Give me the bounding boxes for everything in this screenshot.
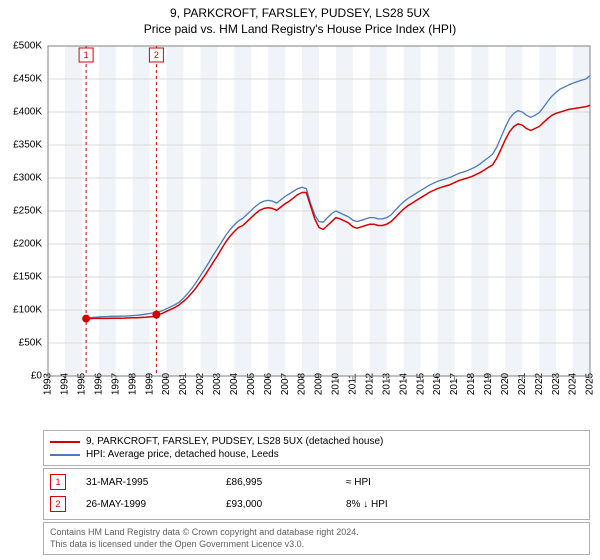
- line-chart: £0 £50K £100K £150K £200K £250K £300K £350K £400…: [0, 36, 600, 426]
- svg-text:£400K: £400K: [13, 107, 42, 118]
- svg-text:£450K: £450K: [13, 74, 42, 85]
- chart-area: £0 £50K £100K £150K £200K £250K £300K £350K £400…: [0, 36, 600, 426]
- sale-price: £86,995: [226, 477, 346, 488]
- sale-row: 1 31-MAR-1995£86,995≈ HPI: [50, 471, 583, 493]
- svg-text:£200K: £200K: [13, 239, 42, 250]
- title-line-2: Price paid vs. HM Land Registry's House …: [0, 22, 600, 36]
- footer-line-2: This data is licensed under the Open Gov…: [50, 539, 583, 551]
- sale-row: 2 26-MAY-1999£93,0008% ↓ HPI: [50, 493, 583, 515]
- svg-text:1: 1: [84, 50, 89, 60]
- sale-price: £93,000: [226, 499, 346, 510]
- legend-box: 9, PARKCROFT, FARSLEY, PUDSEY, LS28 5UX …: [43, 430, 590, 466]
- legend-item: 9, PARKCROFT, FARSLEY, PUDSEY, LS28 5UX …: [50, 435, 583, 448]
- legend-swatch: [50, 454, 80, 456]
- svg-text:£50K: £50K: [19, 338, 43, 349]
- sale-date: 26-MAY-1999: [86, 499, 226, 510]
- svg-text:£500K: £500K: [13, 41, 42, 52]
- sale-marker-icon: 2: [50, 496, 66, 512]
- footer-line-1: Contains HM Land Registry data © Crown c…: [50, 527, 583, 539]
- legend-label: HPI: Average price, detached house, Leed…: [86, 449, 279, 460]
- sale-marker-icon: 1: [50, 474, 66, 490]
- legend-label: 9, PARKCROFT, FARSLEY, PUDSEY, LS28 5UX …: [86, 436, 383, 447]
- svg-text:£250K: £250K: [13, 206, 42, 217]
- svg-text:£0: £0: [31, 371, 43, 382]
- chart-titles: 9, PARKCROFT, FARSLEY, PUDSEY, LS28 5UX …: [0, 0, 600, 36]
- title-line-1: 9, PARKCROFT, FARSLEY, PUDSEY, LS28 5UX: [0, 6, 600, 20]
- sale-note: ≈ HPI: [346, 477, 371, 488]
- svg-text:£350K: £350K: [13, 140, 42, 151]
- legend-item: HPI: Average price, detached house, Leed…: [50, 448, 583, 461]
- legend-swatch: [50, 441, 80, 443]
- svg-text:2: 2: [154, 50, 159, 60]
- sales-table: 1 31-MAR-1995£86,995≈ HPI 2 26-MAY-1999£93,…: [43, 468, 590, 520]
- footer-attribution: Contains HM Land Registry data © Crown c…: [43, 522, 590, 555]
- svg-text:£150K: £150K: [13, 272, 42, 283]
- sale-note: 8% ↓ HPI: [346, 499, 388, 510]
- svg-text:£100K: £100K: [13, 305, 42, 316]
- sale-date: 31-MAR-1995: [86, 477, 226, 488]
- svg-text:£300K: £300K: [13, 173, 42, 184]
